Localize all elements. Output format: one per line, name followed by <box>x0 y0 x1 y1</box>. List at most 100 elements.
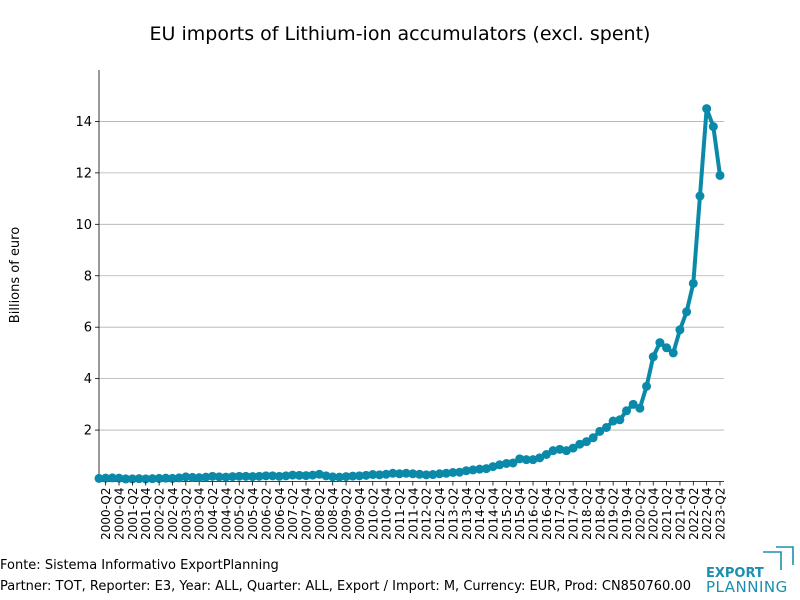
x-tick-label: 2000-Q4 <box>113 488 127 540</box>
data-point <box>341 472 351 482</box>
data-point <box>121 474 131 484</box>
y-tick-label: 8 <box>84 269 92 284</box>
data-point <box>261 471 271 481</box>
data-point <box>147 474 157 484</box>
data-point <box>181 472 191 482</box>
x-labels: 2000-Q2 2000-Q4 2001-Q2 2001-Q4 2002-Q2 2002-… <box>99 481 728 540</box>
data-point <box>668 348 678 358</box>
x-tick-label: 2012-Q2 <box>420 488 434 540</box>
x-tick-label: 2018-Q2 <box>580 488 594 540</box>
x-tick-label: 2019-Q2 <box>607 488 621 540</box>
x-tick-label: 2014-Q2 <box>473 488 487 540</box>
data-point <box>294 470 304 480</box>
data-point <box>361 470 371 480</box>
data-point <box>441 468 451 478</box>
y-tick-label: 14 <box>75 115 92 130</box>
footer-source: Fonte: Sistema Informativo ExportPlannin… <box>0 558 279 573</box>
x-tick-label: 2011-Q2 <box>393 488 407 540</box>
data-point <box>248 472 258 482</box>
chart-title: EU imports of Lithium-ion accumulators (… <box>150 23 651 45</box>
data-point <box>541 449 551 459</box>
x-tick-label: 2008-Q4 <box>326 488 340 540</box>
data-point <box>581 437 591 447</box>
data-point <box>408 469 418 479</box>
data-point <box>688 278 698 288</box>
data-point <box>428 470 438 480</box>
x-tick-label: 2002-Q4 <box>166 488 180 540</box>
x-tick-label: 2017-Q2 <box>553 488 567 540</box>
data-point <box>161 473 171 483</box>
data-point <box>682 307 692 317</box>
x-tick-label: 2002-Q2 <box>153 488 167 540</box>
data-point <box>288 470 298 480</box>
x-tick-label: 2022-Q4 <box>700 488 714 540</box>
x-tick-label: 2010-Q4 <box>380 488 394 540</box>
data-point <box>381 469 391 479</box>
data-point <box>127 474 137 484</box>
data-point <box>268 471 278 481</box>
data-point <box>662 343 672 353</box>
data-point <box>281 471 291 481</box>
data-point <box>622 406 632 416</box>
data-line <box>98 106 722 481</box>
data-point <box>495 460 505 470</box>
x-tick-label: 2017-Q4 <box>567 488 581 540</box>
x-tick-label: 2001-Q4 <box>139 488 153 540</box>
data-point <box>448 467 458 477</box>
data-point <box>94 473 104 483</box>
data-point <box>134 474 144 484</box>
data-point <box>321 471 331 481</box>
x-tick-label: 2020-Q2 <box>633 488 647 540</box>
data-point <box>421 470 431 480</box>
data-point <box>254 471 264 481</box>
data-point <box>435 469 445 479</box>
logo-icon <box>763 546 794 570</box>
x-tick-label: 2004-Q2 <box>206 488 220 540</box>
data-point <box>695 191 705 201</box>
data-point <box>461 466 471 476</box>
data-point <box>521 455 531 465</box>
data-point <box>301 471 311 481</box>
y-tick-label: 12 <box>75 166 92 181</box>
data-point <box>501 458 511 468</box>
data-point <box>174 473 184 483</box>
x-tick-label: 2003-Q4 <box>193 488 207 540</box>
data-point <box>628 399 638 409</box>
y-tick-label: 6 <box>84 321 92 336</box>
mark-layer <box>94 104 725 484</box>
data-point <box>508 458 518 468</box>
data-point <box>241 471 251 481</box>
data-point <box>702 104 712 114</box>
data-point <box>228 472 238 482</box>
x-tick-label: 2013-Q2 <box>446 488 460 540</box>
x-tick-label: 2021-Q2 <box>660 488 674 540</box>
x-tick-label: 2012-Q4 <box>433 488 447 540</box>
data-point <box>274 471 284 481</box>
x-tick-label: 2005-Q2 <box>233 488 247 540</box>
data-point <box>548 446 558 456</box>
x-tick-label: 2016-Q2 <box>527 488 541 540</box>
data-point <box>642 381 652 391</box>
data-point <box>214 472 224 482</box>
data-point <box>615 415 625 425</box>
data-point <box>608 416 618 426</box>
data-point <box>334 472 344 482</box>
data-point <box>167 473 177 483</box>
data-point <box>708 122 718 132</box>
x-tick-label: 2006-Q2 <box>259 488 273 540</box>
data-point <box>555 444 565 454</box>
data-point <box>154 473 164 483</box>
x-tick-label: 2014-Q4 <box>486 488 500 540</box>
data-point <box>601 422 611 432</box>
x-tick-label: 2023-Q2 <box>714 488 728 540</box>
data-point <box>595 426 605 436</box>
x-tick-label: 2006-Q4 <box>273 488 287 540</box>
x-tick-label: 2010-Q2 <box>366 488 380 540</box>
x-tick-label: 2013-Q4 <box>460 488 474 540</box>
x-tick-label: 2003-Q2 <box>179 488 193 540</box>
x-tick-label: 2015-Q4 <box>513 488 527 540</box>
data-point <box>475 464 485 474</box>
data-point <box>101 473 111 483</box>
x-tick-label: 2009-Q4 <box>353 488 367 540</box>
x-tick-label: 2004-Q4 <box>219 488 233 540</box>
